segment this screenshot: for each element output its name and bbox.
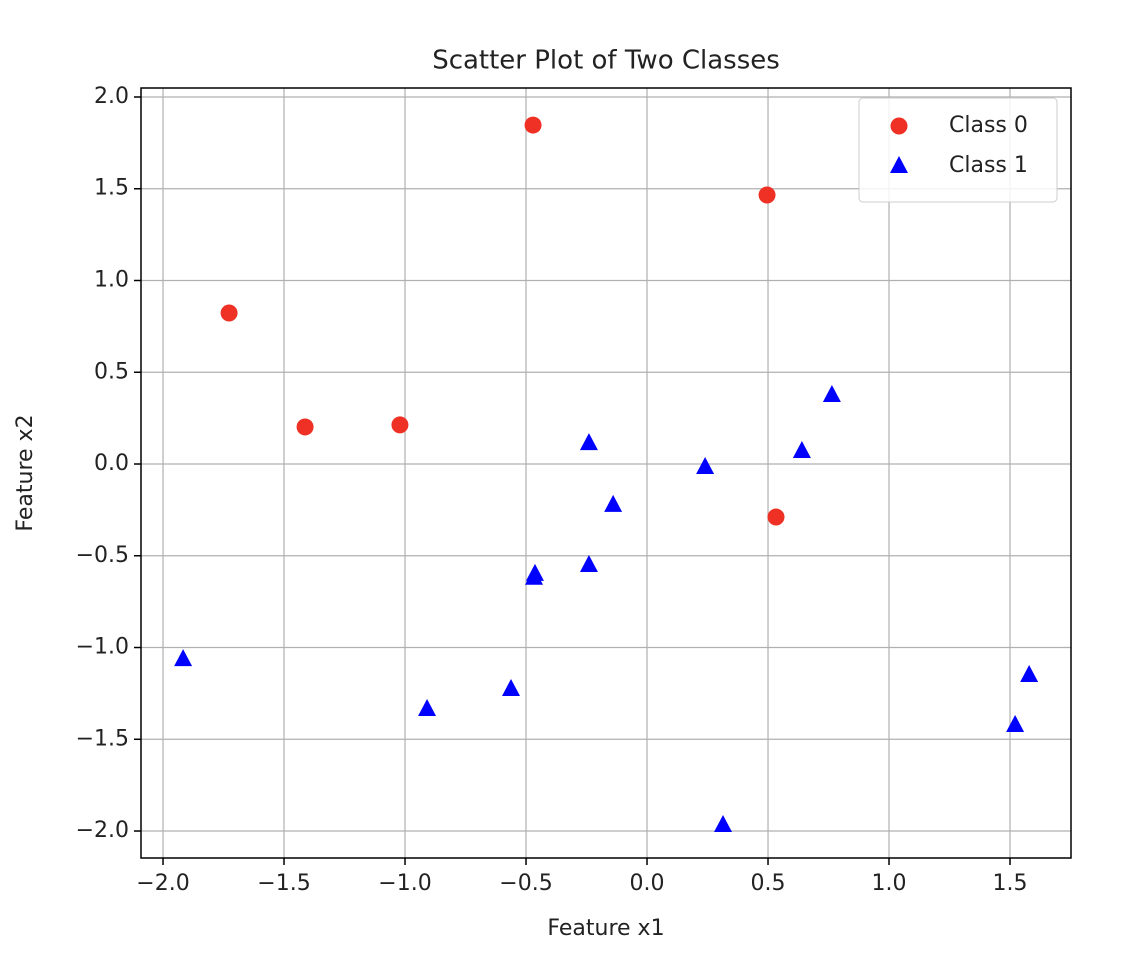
y-tick-label: 0.0 <box>94 451 129 476</box>
y-tick-label: −1.0 <box>76 635 129 660</box>
x-tick-label: 0.5 <box>751 871 786 896</box>
point <box>579 554 598 572</box>
y-tick-label: 1.0 <box>94 268 129 293</box>
point <box>418 698 437 716</box>
x-tick-label: −2.0 <box>136 871 189 896</box>
point <box>579 433 598 451</box>
x-tick-label: 0.0 <box>630 871 665 896</box>
point <box>767 508 785 526</box>
point <box>1020 665 1039 683</box>
point <box>220 304 238 322</box>
point <box>524 116 542 134</box>
legend-box <box>858 97 1058 203</box>
point <box>822 385 841 403</box>
x-tick-label: −1.5 <box>257 871 310 896</box>
point <box>604 494 623 512</box>
legend-marker <box>890 117 908 135</box>
x-tick-label: −1.0 <box>378 871 431 896</box>
y-tick-label: −1.5 <box>76 726 129 751</box>
point <box>792 440 811 458</box>
point <box>296 418 314 436</box>
legend-label: Class 1 <box>949 153 1028 178</box>
y-tick-label: 1.5 <box>94 176 129 201</box>
y-axis-label: Feature x2 <box>13 414 38 531</box>
x-tick-label: 1.5 <box>993 871 1028 896</box>
x-tick-label: −0.5 <box>499 871 552 896</box>
legend-label: Class 0 <box>949 113 1028 138</box>
y-tick-label: −0.5 <box>76 543 129 568</box>
point <box>174 649 193 667</box>
legend-marker <box>890 156 908 173</box>
x-tick-label: 1.0 <box>872 871 907 896</box>
y-tick-label: 0.5 <box>94 359 129 384</box>
point <box>391 416 409 434</box>
y-tick-label: 2.0 <box>94 84 129 109</box>
plot-frame <box>140 87 1072 859</box>
chart-title: Scatter Plot of Two Classes <box>432 46 780 76</box>
point <box>1006 714 1025 732</box>
x-axis-label: Feature x1 <box>547 916 664 941</box>
point <box>696 456 715 474</box>
point <box>758 186 776 204</box>
y-tick-label: −2.0 <box>76 818 129 843</box>
point <box>714 814 733 832</box>
point <box>525 567 544 585</box>
point <box>502 678 521 696</box>
